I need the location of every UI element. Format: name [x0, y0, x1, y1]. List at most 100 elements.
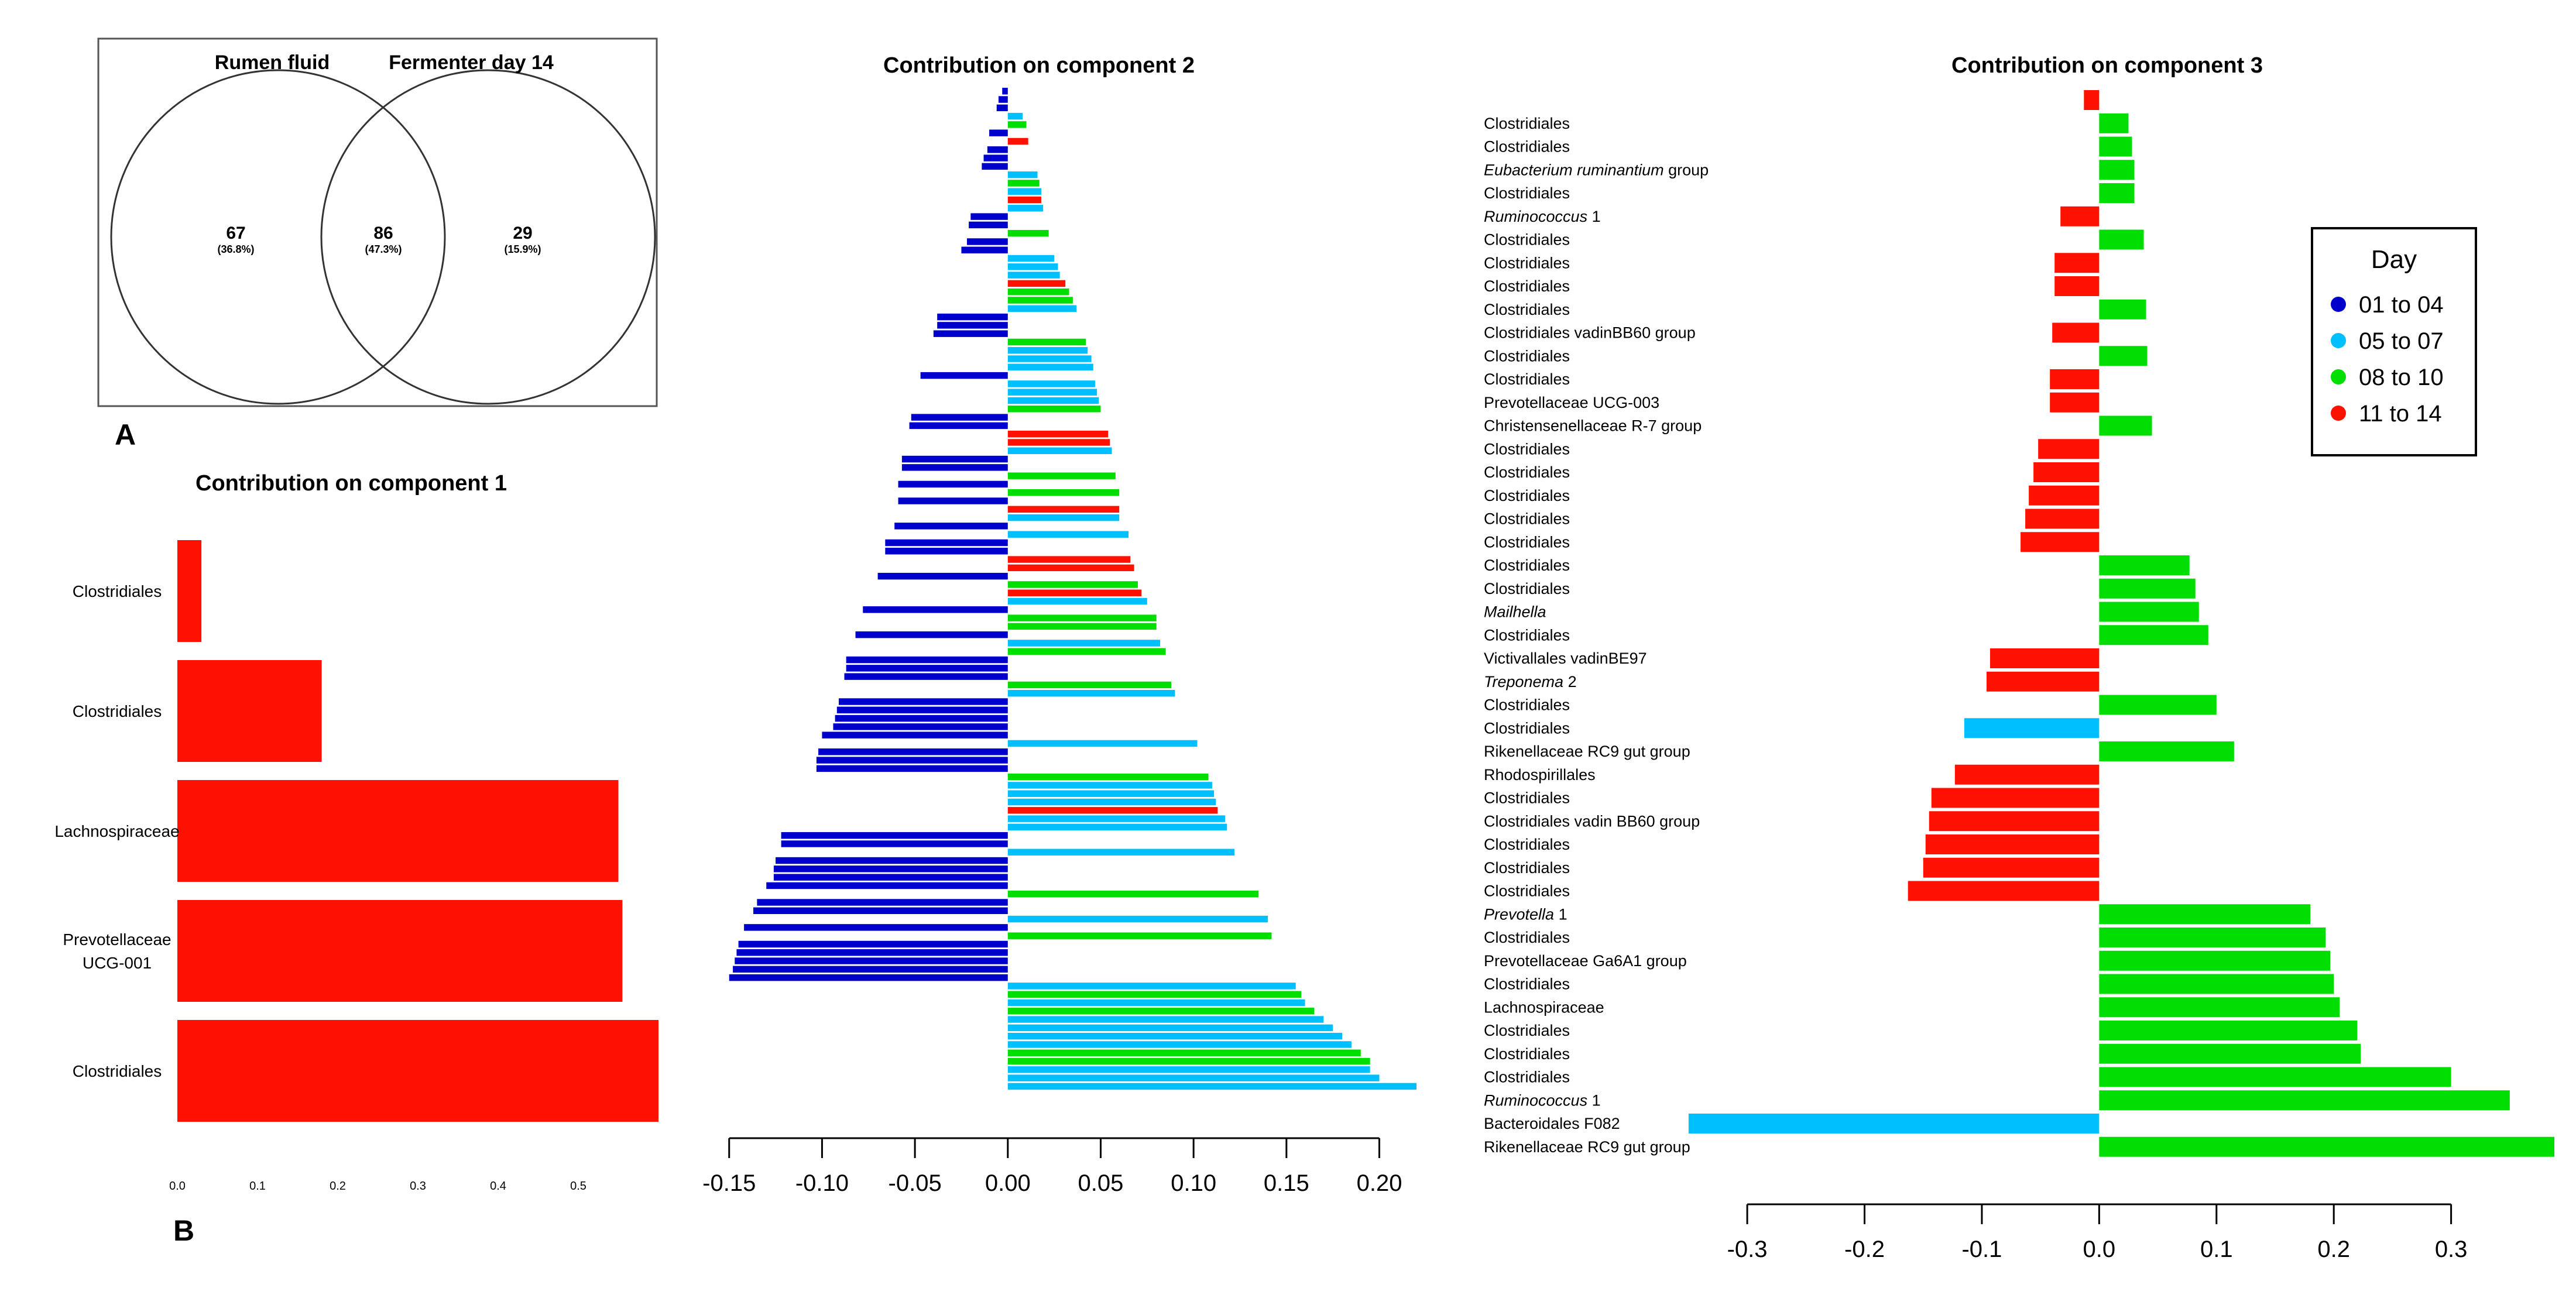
chart3-bar [2099, 1043, 2361, 1064]
chart2-bar [1007, 556, 1131, 563]
chart3-category-label: Clostridiales [1484, 254, 1570, 272]
chart3-category-label: Prevotellaceae Ga6A1 group [1484, 952, 1687, 970]
chart-component-3: Contribution on component 3 Clostridiale… [1484, 53, 2554, 1262]
chart2-bar [1007, 1074, 1380, 1081]
chart2-bar [961, 246, 1008, 253]
chart2-bar [757, 899, 1008, 906]
chart2-bar [1007, 288, 1069, 296]
chart2-bar [894, 523, 1008, 530]
chart2-bar [1007, 138, 1028, 145]
chart2-bar [781, 832, 1008, 839]
chart3-category-label: Clostridiales [1484, 789, 1570, 807]
chart3-category-label: Clostridiales [1484, 301, 1570, 318]
chart2-bar [996, 104, 1008, 112]
chart2-bar [1007, 564, 1134, 572]
chart2-bar [1007, 263, 1058, 270]
chart2-bar [1007, 991, 1302, 998]
chart2-bar [1007, 823, 1227, 831]
chart2-bar [1007, 338, 1086, 346]
chart2-bar [1007, 389, 1097, 396]
chart3-tick-label: 0.0 [2083, 1236, 2116, 1262]
panel-letter-b: B [173, 1214, 194, 1247]
chart3-category-label: Lachnospiraceae [1484, 998, 1604, 1016]
chart1-tick-label: 0.3 [410, 1180, 426, 1193]
chart3-bar [2054, 276, 2100, 296]
chart2-tick-label: 0.05 [1078, 1170, 1124, 1196]
chart2-bar [844, 673, 1008, 680]
legend-title: Day [2371, 245, 2417, 274]
chart2-bar [1007, 447, 1112, 454]
chart2-bar [1007, 999, 1305, 1007]
chart3-bar [2099, 974, 2334, 994]
venn-circle-left [110, 69, 446, 405]
chart3-category-label: Clostridiales vadinBB60 group [1484, 324, 1696, 342]
chart2-bar [1007, 112, 1023, 120]
chart2-bar [838, 698, 1008, 705]
chart2-bar [998, 96, 1008, 103]
venn-frame [97, 37, 658, 407]
chart2-bar [1007, 188, 1041, 195]
chart2-bar [1007, 305, 1077, 312]
chart3-bar [1929, 811, 2100, 832]
chart2-bar [1007, 597, 1147, 605]
legend-entry-label: 05 to 07 [2359, 328, 2444, 354]
chart2-bar [1007, 790, 1215, 797]
chart3-tick-label: 0.3 [2435, 1236, 2468, 1262]
chart2-bar [937, 322, 1008, 329]
chart3-tick-label: -0.1 [1961, 1236, 2002, 1262]
chart2-bar [1007, 798, 1216, 806]
chart2-bar [982, 163, 1008, 170]
chart2-bar [1007, 773, 1209, 781]
chart2-bar [885, 548, 1008, 555]
chart2-bar [1007, 255, 1055, 262]
chart3-category-label: Rikenellaceae RC9 gut group [1484, 743, 1690, 760]
chart1-bar [177, 900, 623, 1002]
chart3-category-label: Clostridiales [1484, 184, 1570, 202]
chart2-tick-label: 0.15 [1264, 1170, 1309, 1196]
chart3-category-label: Clostridiales [1484, 463, 1570, 481]
chart3-bar [2029, 485, 2100, 506]
chart2-tick-label: -0.10 [795, 1170, 849, 1196]
chart1-bar [177, 660, 322, 762]
chart2-bar [966, 238, 1008, 245]
venn-left-pct: (36.8%) [217, 243, 254, 255]
chart3-bar [2099, 741, 2234, 761]
panel-letter-a: A [115, 418, 136, 451]
chart3-bar [2021, 532, 2100, 552]
chart2-bar [846, 665, 1008, 672]
chart3-bar [2054, 253, 2100, 273]
chart2-bar [1007, 614, 1157, 621]
chart2-bar [987, 146, 1008, 153]
chart2-bar [898, 497, 1008, 504]
chart2-bar [1007, 380, 1095, 387]
chart1-category-label: Clostridiales [73, 582, 162, 600]
chart2-bar [1007, 640, 1161, 647]
chart3-category-label: Clostridiales [1484, 580, 1570, 597]
chart2-bar [1007, 1016, 1324, 1023]
chart2-bar [989, 129, 1008, 136]
chart2-bar [1007, 1083, 1416, 1090]
chart2-bar [901, 464, 1008, 471]
chart3-bar [2052, 322, 2100, 343]
chart3-category-label: Clostridiales [1484, 696, 1570, 714]
chart2-bar [735, 957, 1008, 964]
chart3-bar [1990, 648, 2100, 668]
chart3-bar [2099, 695, 2217, 715]
chart3-category-label: Clostridiales [1484, 882, 1570, 900]
chart3-bar [1923, 857, 2100, 878]
chart2-bar [920, 372, 1008, 379]
chart1-bar [177, 780, 619, 882]
chart2-bar [816, 757, 1008, 764]
chart3-tick-label: -0.2 [1844, 1236, 1885, 1262]
chart3-category-label: Rhodospirillales [1484, 766, 1596, 784]
chart3-category-label: Clostridiales [1484, 929, 1570, 946]
venn-center-pct: (47.3%) [365, 243, 402, 255]
chart2-bar [1007, 280, 1066, 287]
legend-entry-label: 01 to 04 [2359, 292, 2444, 318]
chart2-bar [738, 940, 1008, 948]
chart1-tick-label: 0.2 [330, 1180, 346, 1193]
chart2-bar [1007, 740, 1198, 747]
chart2-bar [1007, 648, 1166, 655]
chart2-bar [1007, 171, 1038, 178]
legend-dot [2331, 406, 2346, 421]
